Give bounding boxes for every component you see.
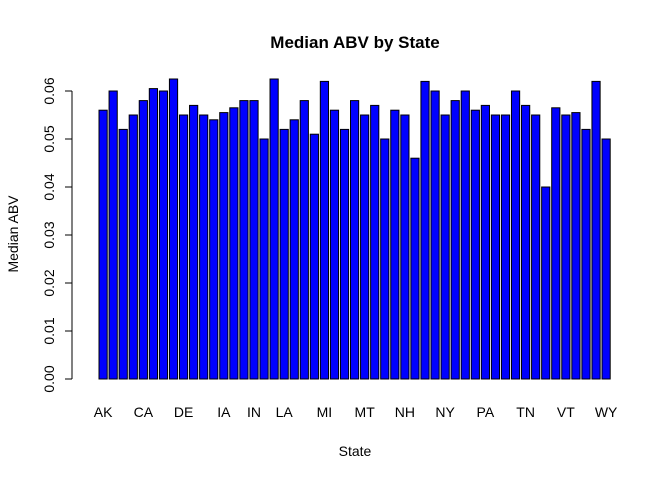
y-axis-label: Median ABV <box>5 195 21 273</box>
bar-co <box>148 88 159 380</box>
bar-ks <box>259 138 269 380</box>
bar-me <box>309 133 319 380</box>
bar-id <box>229 107 239 380</box>
bar-sc <box>500 114 511 380</box>
bar-ia <box>219 112 229 380</box>
y-tick-label: 0.05 <box>41 125 57 152</box>
chart-title: Median ABV by State <box>270 33 439 52</box>
bar-mi <box>319 80 330 380</box>
bar-ak <box>98 109 108 380</box>
bar-nj <box>410 157 420 380</box>
bar-ok <box>460 90 470 380</box>
bar-nd <box>380 138 390 380</box>
bar-md <box>299 100 309 380</box>
bar-ct <box>158 90 169 380</box>
bar-ri <box>490 114 501 380</box>
y-tick-label: 0.01 <box>41 317 57 344</box>
y-tick-label: 0.04 <box>41 173 57 200</box>
bar-sd <box>510 90 521 380</box>
x-tick-label-ia: IA <box>217 404 231 420</box>
x-tick-label-de: DE <box>174 404 193 420</box>
bar-ma <box>289 119 299 380</box>
x-tick-label-la: LA <box>276 404 294 420</box>
bar-al <box>108 90 118 380</box>
bar-az <box>128 114 138 380</box>
bar-hi <box>209 119 219 380</box>
bars-group <box>98 78 611 380</box>
x-axis-label: State <box>339 443 372 459</box>
bar-ne <box>390 109 400 380</box>
bar-nv <box>430 90 440 380</box>
y-tick-label: 0.03 <box>41 221 57 248</box>
bar-wy <box>601 138 611 380</box>
x-tick-label-ca: CA <box>134 404 154 420</box>
bar-vt <box>561 114 571 380</box>
x-tick-label-ak: AK <box>94 404 113 420</box>
bar-tn <box>521 104 531 380</box>
bar-mn <box>329 109 340 380</box>
x-tick-label-nh: NH <box>395 404 415 420</box>
bar-ca <box>138 100 148 380</box>
y-tick-label: 0.00 <box>41 365 57 392</box>
bar-oh <box>450 100 460 380</box>
x-tick-label-vt: VT <box>557 404 575 420</box>
x-tick-label-tn: TN <box>516 404 535 420</box>
x-tick-label-wy: WY <box>595 404 618 420</box>
y-axis: 0.00 0.01 0.02 0.03 0.04 0.05 0.06 <box>41 77 73 393</box>
bar-mo <box>339 128 350 380</box>
x-tick-label-ny: NY <box>435 404 455 420</box>
bar-ky <box>269 78 279 380</box>
bar-nh <box>400 114 410 380</box>
x-tick-labels: AK CA DE IA IN LA MI MT NH NY PA TN VT WY <box>94 404 618 420</box>
bar-nm <box>420 80 430 380</box>
bar-in <box>249 100 259 380</box>
bar-ar <box>118 128 128 380</box>
bar-wv <box>591 80 601 380</box>
bar-ut <box>541 186 551 380</box>
y-tick-label: 0.06 <box>41 77 57 104</box>
bar-ny <box>440 114 450 380</box>
bar-ms <box>350 100 360 380</box>
x-tick-label-mi: MI <box>317 404 333 420</box>
y-tick-label: 0.02 <box>41 269 57 296</box>
bar-la <box>279 128 289 380</box>
x-tick-label-mt: MT <box>355 404 376 420</box>
bar-il <box>239 100 249 380</box>
bar-nc <box>370 104 380 380</box>
bar-pa <box>480 104 490 380</box>
bar-tx <box>531 114 541 380</box>
bar-wi <box>581 128 591 380</box>
x-tick-label-in: IN <box>247 404 261 420</box>
bar-de <box>178 114 189 380</box>
bar-wa <box>571 112 581 380</box>
bar-dc <box>168 78 179 380</box>
bar-fl <box>189 104 199 380</box>
x-tick-label-pa: PA <box>477 404 495 420</box>
bar-ga <box>199 114 209 380</box>
bar-or <box>470 109 480 380</box>
bar-mt <box>360 114 370 380</box>
bar-va <box>551 107 561 380</box>
